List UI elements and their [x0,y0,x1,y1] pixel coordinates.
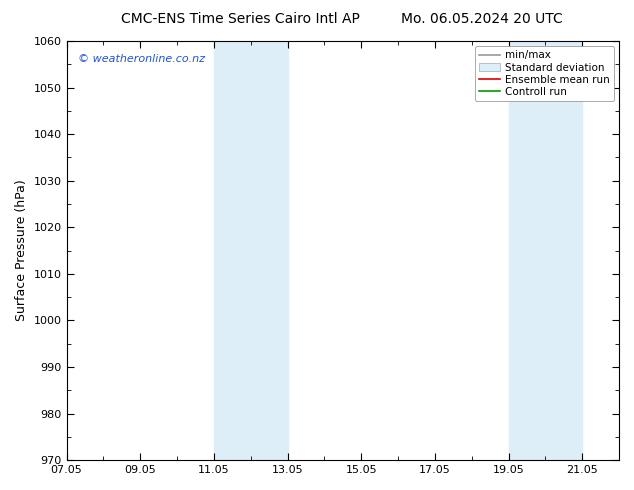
Text: Mo. 06.05.2024 20 UTC: Mo. 06.05.2024 20 UTC [401,12,563,26]
Text: CMC-ENS Time Series Cairo Intl AP: CMC-ENS Time Series Cairo Intl AP [122,12,360,26]
Bar [508,41,582,460]
Legend: min/max, Standard deviation, Ensemble mean run, Controll run: min/max, Standard deviation, Ensemble me… [475,46,614,101]
Text: © weatheronline.co.nz: © weatheronline.co.nz [77,53,205,64]
Y-axis label: Surface Pressure (hPa): Surface Pressure (hPa) [15,180,28,321]
Bar [214,41,288,460]
